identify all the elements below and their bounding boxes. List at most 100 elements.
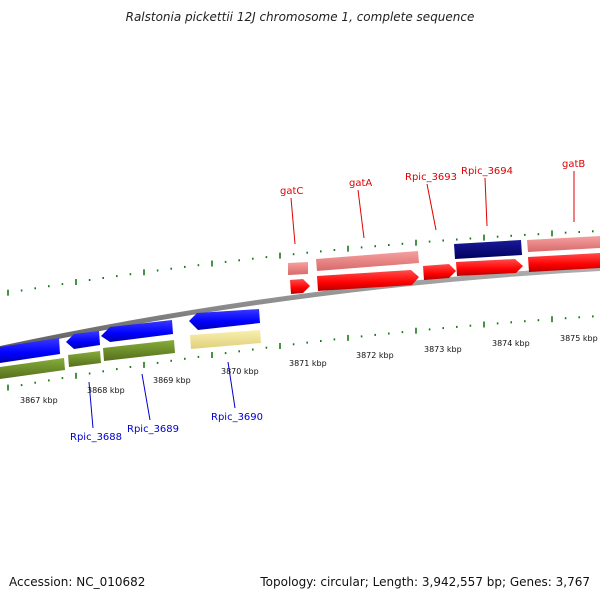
minor-tick bbox=[156, 361, 159, 364]
tick-marks bbox=[7, 230, 594, 391]
minor-tick bbox=[102, 370, 104, 373]
minor-tick bbox=[170, 359, 172, 362]
gene-arrow[interactable] bbox=[189, 309, 260, 330]
minor-tick bbox=[320, 250, 322, 253]
major-tick bbox=[279, 252, 281, 259]
minor-tick bbox=[61, 377, 64, 380]
tick-label: 3875 kbp bbox=[560, 334, 598, 343]
label-leader-line bbox=[227, 361, 236, 409]
label-leader-line bbox=[426, 183, 437, 231]
minor-tick bbox=[129, 366, 132, 368]
tick-label: 3868 kbp bbox=[87, 386, 125, 395]
gene-label[interactable]: Rpic_3693 bbox=[405, 172, 457, 183]
tick-label: 3867 kbp bbox=[20, 396, 58, 405]
major-tick bbox=[7, 289, 9, 296]
major-tick bbox=[483, 234, 485, 241]
major-tick bbox=[551, 316, 553, 323]
minor-tick bbox=[320, 340, 322, 342]
minor-tick bbox=[442, 327, 444, 330]
forward-gene-labels: gatC gatA Rpic_3693 Rpic_3694 gatB bbox=[280, 159, 585, 245]
major-tick bbox=[75, 372, 77, 379]
gene-arrow[interactable] bbox=[101, 320, 173, 342]
minor-tick bbox=[238, 259, 240, 262]
minor-tick bbox=[306, 341, 308, 344]
gene-arrow[interactable] bbox=[317, 270, 419, 291]
minor-tick bbox=[252, 348, 254, 351]
tick-label: 3870 kbp bbox=[221, 367, 259, 376]
minor-tick bbox=[401, 331, 404, 334]
gene-label[interactable]: Rpic_3689 bbox=[127, 424, 179, 435]
label-leader-line bbox=[88, 381, 94, 429]
label-leader-line bbox=[290, 197, 296, 245]
minor-tick bbox=[88, 372, 91, 375]
minor-tick bbox=[537, 233, 540, 236]
feature-bar[interactable] bbox=[527, 236, 600, 252]
major-tick bbox=[415, 327, 417, 334]
label-leader-line bbox=[357, 189, 365, 239]
feature-bar[interactable] bbox=[103, 340, 175, 361]
tick-labels: 3867 kbp 3868 kbp 3869 kbp 3870 kbp 3871… bbox=[20, 334, 598, 405]
minor-tick bbox=[20, 289, 23, 292]
feature-bar[interactable] bbox=[190, 330, 261, 349]
minor-tick bbox=[333, 249, 336, 251]
minor-tick bbox=[374, 245, 376, 248]
gene-arrow[interactable] bbox=[66, 331, 100, 349]
minor-tick bbox=[292, 343, 295, 346]
feature-bar[interactable] bbox=[454, 240, 522, 259]
minor-tick bbox=[48, 379, 50, 382]
minor-tick bbox=[469, 237, 472, 240]
gene-label[interactable]: Rpic_3688 bbox=[70, 432, 122, 443]
gene-label[interactable]: gatC bbox=[280, 186, 303, 197]
reverse-gene-labels: Rpic_3688 Rpic_3689 Rpic_3690 bbox=[70, 361, 263, 443]
gene-label[interactable]: Rpic_3694 bbox=[461, 166, 513, 177]
gene-arrow[interactable] bbox=[290, 279, 310, 294]
reverse-strand-features bbox=[0, 309, 261, 379]
minor-tick bbox=[496, 322, 499, 325]
minor-tick bbox=[428, 240, 431, 243]
minor-tick bbox=[197, 355, 200, 358]
minor-tick bbox=[428, 328, 431, 331]
minor-tick bbox=[184, 357, 186, 360]
label-leader-line bbox=[484, 177, 488, 227]
major-tick bbox=[211, 260, 213, 267]
gene-label[interactable]: gatB bbox=[562, 159, 585, 170]
tick-label: 3869 kbp bbox=[153, 376, 191, 385]
accession-text: Accession: NC_010682 bbox=[9, 575, 146, 589]
gene-arrow[interactable] bbox=[423, 264, 456, 280]
feature-bar[interactable] bbox=[316, 251, 419, 271]
minor-tick bbox=[564, 317, 567, 320]
map-title: Ralstonia pickettii 12J chromosome 1, co… bbox=[125, 10, 475, 24]
major-tick bbox=[143, 361, 145, 368]
minor-tick bbox=[537, 319, 540, 322]
gene-arrow[interactable] bbox=[456, 259, 523, 276]
minor-tick bbox=[265, 256, 268, 259]
minor-tick bbox=[510, 234, 512, 237]
minor-tick bbox=[197, 264, 200, 267]
minor-tick bbox=[116, 275, 118, 278]
major-tick bbox=[75, 279, 77, 285]
gene-arrow[interactable] bbox=[528, 253, 600, 272]
gene-label[interactable]: Rpic_3690 bbox=[211, 412, 263, 423]
chromosome-backbone bbox=[0, 266, 600, 351]
gene-label[interactable]: gatA bbox=[349, 178, 372, 189]
feature-bar[interactable] bbox=[288, 262, 308, 275]
minor-tick bbox=[48, 285, 50, 288]
major-tick bbox=[211, 352, 213, 358]
minor-tick bbox=[360, 335, 363, 338]
minor-tick bbox=[34, 287, 36, 290]
minor-tick bbox=[170, 267, 172, 270]
tick-label: 3872 kbp bbox=[356, 351, 394, 360]
minor-tick bbox=[238, 350, 240, 353]
minor-tick bbox=[456, 238, 458, 241]
minor-tick bbox=[20, 384, 23, 387]
minor-tick bbox=[34, 381, 36, 384]
minor-tick bbox=[592, 315, 594, 318]
gene-arrow[interactable] bbox=[0, 338, 60, 363]
feature-bar[interactable] bbox=[68, 351, 101, 367]
minor-tick bbox=[88, 279, 91, 281]
minor-tick bbox=[401, 242, 404, 245]
feature-bar[interactable] bbox=[0, 358, 65, 379]
minor-tick bbox=[524, 320, 526, 323]
forward-strand-features bbox=[288, 236, 600, 294]
